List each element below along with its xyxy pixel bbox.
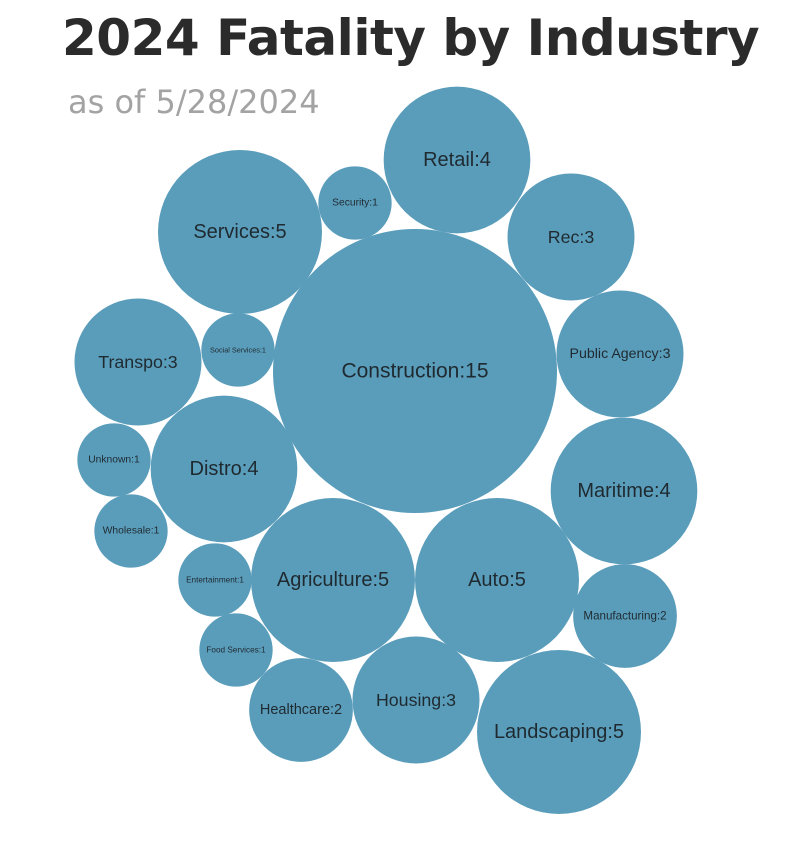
bubble-maritime: Maritime:4 (550, 417, 698, 565)
bubble-services: Services:5 (158, 150, 322, 314)
bubble-circle-food-services (199, 613, 273, 687)
bubble-label-manufacturing: Manufacturing:2 (583, 610, 666, 623)
bubble-circle-construction (273, 229, 557, 513)
bubble-circle-landscaping (477, 650, 641, 814)
bubble-label-housing: Housing:3 (376, 690, 456, 710)
bubble-circle-agriculture (251, 498, 415, 662)
bubble-label-landscaping: Landscaping:5 (494, 721, 624, 743)
bubble-label-healthcare: Healthcare:2 (260, 702, 342, 718)
bubble-label-auto: Auto:5 (468, 569, 526, 591)
bubble-landscaping: Landscaping:5 (477, 650, 641, 814)
bubble-label-construction: Construction:15 (341, 360, 488, 383)
bubble-label-services: Services:5 (193, 221, 286, 243)
bubble-transpo: Transpo:3 (74, 298, 202, 426)
bubble-circle-security (318, 166, 392, 240)
bubble-label-transpo: Transpo:3 (98, 352, 178, 372)
bubble-wholesale: Wholesale:1 (94, 494, 168, 568)
bubble-auto: Auto:5 (415, 498, 579, 662)
bubble-social-services: Social Services:1 (201, 313, 275, 387)
bubble-distro: Distro:4 (150, 395, 298, 543)
bubble-label-retail: Retail:4 (423, 149, 491, 171)
bubble-label-entertainment: Entertainment:1 (186, 576, 244, 585)
bubble-label-agriculture: Agriculture:5 (277, 569, 389, 591)
bubble-circle-distro (150, 395, 298, 543)
bubble-label-social-services: Social Services:1 (210, 346, 266, 355)
bubble-label-distro: Distro:4 (190, 458, 259, 480)
bubble-circle-services (158, 150, 322, 314)
bubble-label-public-agency: Public Agency:3 (570, 346, 671, 362)
bubble-circle-unknown (77, 423, 151, 497)
bubble-circle-rec (507, 173, 635, 301)
bubble-public-agency: Public Agency:3 (556, 290, 684, 418)
bubble-entertainment: Entertainment:1 (178, 543, 252, 617)
bubble-circle-manufacturing (573, 564, 677, 668)
chart-title: 2024 Fatality by Industry (62, 9, 760, 67)
bubble-label-rec: Rec:3 (548, 227, 595, 247)
bubble-circle-transpo (74, 298, 202, 426)
bubble-construction: Construction:15 (273, 229, 557, 513)
bubble-agriculture: Agriculture:5 (251, 498, 415, 662)
bubble-circle-social-services (201, 313, 275, 387)
bubble-circle-entertainment (178, 543, 252, 617)
bubble-label-wholesale: Wholesale:1 (103, 526, 160, 537)
bubble-label-security: Security:1 (332, 198, 378, 209)
bubble-rec: Rec:3 (507, 173, 635, 301)
bubble-circle-housing (352, 636, 480, 764)
bubble-label-unknown: Unknown:1 (88, 455, 140, 466)
bubble-healthcare: Healthcare:2 (249, 658, 353, 762)
bubble-retail: Retail:4 (383, 86, 531, 234)
bubble-unknown: Unknown:1 (77, 423, 151, 497)
bubble-manufacturing: Manufacturing:2 (573, 564, 677, 668)
bubble-circle-healthcare (249, 658, 353, 762)
bubble-security: Security:1 (318, 166, 392, 240)
bubble-label-maritime: Maritime:4 (577, 480, 670, 502)
bubble-circle-retail (383, 86, 531, 234)
chart-subtitle: as of 5/28/2024 (68, 83, 320, 121)
bubble-circle-maritime (550, 417, 698, 565)
bubble-food-services: Food Services:1 (199, 613, 273, 687)
bubble-housing: Housing:3 (352, 636, 480, 764)
bubble-label-food-services: Food Services:1 (206, 646, 266, 655)
bubble-circle-public-agency (556, 290, 684, 418)
bubble-circle-auto (415, 498, 579, 662)
bubble-circle-wholesale (94, 494, 168, 568)
